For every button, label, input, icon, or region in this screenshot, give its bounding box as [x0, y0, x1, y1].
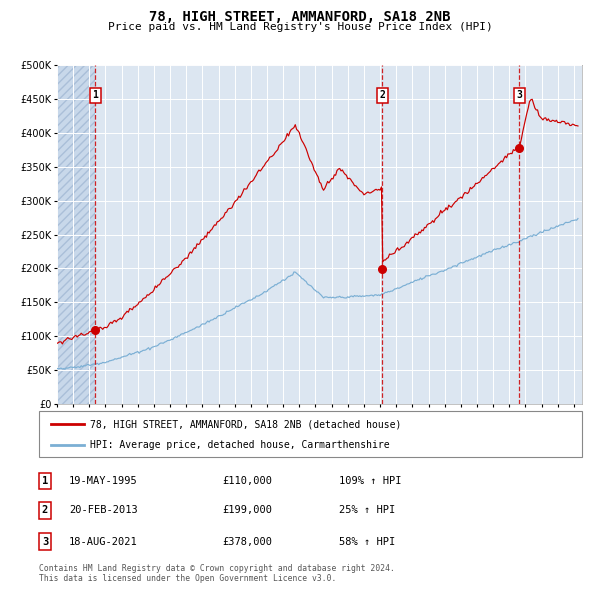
Bar	[57, 65, 95, 404]
Text: 2: 2	[42, 506, 48, 515]
Text: HPI: Average price, detached house, Carmarthenshire: HPI: Average price, detached house, Carm…	[90, 440, 389, 450]
Text: Price paid vs. HM Land Registry's House Price Index (HPI): Price paid vs. HM Land Registry's House …	[107, 22, 493, 32]
Text: 78, HIGH STREET, AMMANFORD, SA18 2NB: 78, HIGH STREET, AMMANFORD, SA18 2NB	[149, 10, 451, 24]
Text: £378,000: £378,000	[222, 537, 272, 546]
Text: £110,000: £110,000	[222, 476, 272, 486]
Text: 25% ↑ HPI: 25% ↑ HPI	[339, 506, 395, 515]
Text: 1: 1	[92, 90, 98, 100]
Text: 1: 1	[42, 476, 48, 486]
Text: £199,000: £199,000	[222, 506, 272, 515]
Text: 3: 3	[517, 90, 523, 100]
Text: 20-FEB-2013: 20-FEB-2013	[69, 506, 138, 515]
Text: Contains HM Land Registry data © Crown copyright and database right 2024.
This d: Contains HM Land Registry data © Crown c…	[39, 563, 395, 583]
Text: 2: 2	[379, 90, 385, 100]
Text: 19-MAY-1995: 19-MAY-1995	[69, 476, 138, 486]
Text: 78, HIGH STREET, AMMANFORD, SA18 2NB (detached house): 78, HIGH STREET, AMMANFORD, SA18 2NB (de…	[90, 419, 401, 429]
Text: 58% ↑ HPI: 58% ↑ HPI	[339, 537, 395, 546]
Text: 109% ↑ HPI: 109% ↑ HPI	[339, 476, 401, 486]
Text: 3: 3	[42, 537, 48, 546]
Text: 18-AUG-2021: 18-AUG-2021	[69, 537, 138, 546]
